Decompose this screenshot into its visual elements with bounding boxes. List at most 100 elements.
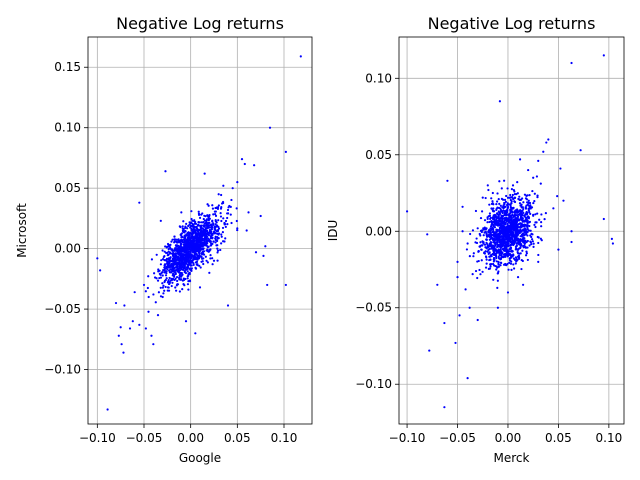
left-scatter-point [235, 219, 238, 223]
left-scatter-point [187, 242, 190, 245]
right-scatter-point [516, 209, 519, 213]
left-scatter-point [167, 263, 170, 266]
right-scatter-point [533, 200, 536, 203]
right-scatter-point [517, 197, 520, 201]
right-scatter-point [540, 221, 543, 224]
right-scatter-point [527, 229, 530, 232]
right-scatter-point [479, 273, 482, 276]
right-scatter-point [478, 268, 481, 272]
left-x-tick-label: −0.05 [126, 431, 163, 445]
right-scatter-point [532, 214, 535, 217]
right-scatter-point [516, 242, 519, 245]
left-scatter-point [187, 272, 190, 275]
left-scatter-panel: −0.10 −0.05 0.00 0.05 0.10 −0.10 −0.05 0.00 0.05… [15, 14, 313, 465]
left-scatter-point [147, 295, 150, 299]
left-scatter-point [160, 259, 163, 262]
right-scatter-point [499, 207, 502, 210]
left-scatter-point [168, 265, 172, 268]
left-scatter-point [180, 274, 183, 277]
right-scatter-point [503, 179, 506, 182]
left-scatter-point [209, 254, 212, 257]
left-points-group [96, 55, 302, 411]
left-scatter-point [206, 250, 209, 253]
right-scatter-point [493, 239, 496, 242]
left-scatter-point [213, 210, 217, 213]
right-scatter-point [522, 236, 525, 240]
left-scatter-point [161, 274, 164, 277]
right-scatter-point [520, 267, 523, 271]
right-scatter-point [535, 175, 539, 178]
left-scatter-point [206, 248, 209, 251]
left-scatter-point [221, 200, 225, 204]
left-scatter-point [153, 272, 156, 275]
right-scatter-point [510, 268, 513, 271]
left-scatter-point [206, 203, 209, 206]
left-scatter-point [226, 223, 229, 226]
right-scatter-point [490, 197, 493, 200]
left-scatter-point [170, 248, 173, 251]
right-scatter-point [512, 207, 515, 210]
right-scatter-point [509, 262, 513, 265]
left-scatter-point [198, 233, 201, 236]
left-scatter-point [247, 211, 250, 214]
left-scatter-point [166, 289, 169, 292]
right-x-tick-label: 0.05 [545, 431, 572, 445]
left-scatter-point [161, 249, 164, 252]
left-scatter-point [220, 193, 223, 197]
right-scatter-point [500, 246, 503, 249]
left-scatter-point [217, 193, 220, 196]
right-scatter-point [528, 244, 531, 247]
left-scatter-point [155, 253, 158, 256]
right-scatter-point [495, 233, 499, 236]
left-scatter-point [119, 326, 122, 329]
left-scatter-point [226, 304, 230, 307]
right-scatter-point [454, 341, 457, 345]
left-scatter-point [189, 250, 192, 253]
left-scatter-point [205, 221, 208, 224]
right-scatter-point [485, 262, 488, 265]
left-scatter-point [178, 276, 181, 280]
left-scatter-point [217, 233, 220, 236]
right-scatter-point [477, 250, 480, 253]
left-scatter-point [191, 245, 194, 248]
right-scatter-point [493, 232, 497, 235]
left-scatter-point [178, 290, 181, 293]
right-scatter-point [540, 213, 543, 216]
right-scatter-point [488, 231, 491, 234]
left-scatter-point [240, 158, 244, 161]
right-scatter-point [485, 256, 488, 259]
left-scatter-point [181, 225, 184, 228]
right-scatter-point [517, 238, 521, 241]
left-chart-title: Negative Log returns [116, 14, 284, 33]
right-scatter-point [516, 192, 519, 195]
right-scatter-point [500, 256, 503, 259]
left-scatter-point [169, 252, 172, 255]
right-scatter-point [495, 228, 498, 231]
left-scatter-point [163, 289, 166, 292]
left-scatter-point [207, 237, 210, 240]
left-scatter-point [191, 222, 194, 226]
left-scatter-point [175, 244, 179, 247]
left-scatter-point [175, 238, 178, 241]
right-scatter-point [557, 248, 560, 251]
right-scatter-point [495, 221, 498, 224]
right-scatter-point [520, 212, 523, 215]
right-scatter-point [502, 255, 505, 258]
right-scatter-point [488, 258, 491, 262]
left-scatter-point [208, 239, 211, 242]
right-scatter-point [511, 193, 514, 197]
right-scatter-point [509, 210, 512, 213]
right-scatter-point [520, 222, 523, 225]
left-scatter-point [157, 268, 160, 271]
left-scatter-point [157, 291, 160, 294]
left-scatter-point [167, 265, 170, 268]
left-scatter-point [176, 283, 180, 286]
left-scatter-point [138, 323, 141, 326]
left-scatter-point [172, 265, 175, 268]
right-scatter-point [536, 194, 539, 197]
right-scatter-point [506, 262, 509, 266]
left-scatter-point [202, 262, 205, 266]
left-scatter-point [205, 239, 208, 242]
right-scatter-point [486, 244, 489, 247]
right-scatter-point [490, 207, 494, 210]
